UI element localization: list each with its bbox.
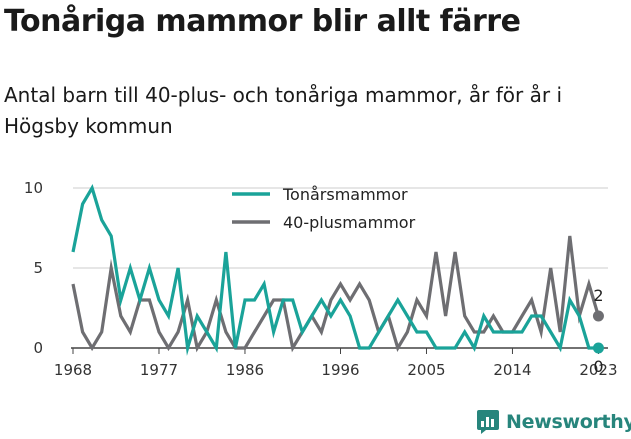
y-tick-label: 10 [24, 179, 43, 197]
legend: Tonårsmammor 40-plusmammor [232, 185, 416, 232]
x-tick-label: 2023 [579, 361, 617, 379]
end-value-label: 0 [593, 357, 603, 376]
grid [73, 187, 608, 269]
x-tick-label: 2005 [407, 361, 445, 379]
newsworthy-logo: Newsworthy [476, 407, 631, 437]
series-lines [71, 184, 600, 356]
x-tick-label: 1977 [140, 361, 178, 379]
y-tick-label: 0 [33, 339, 43, 357]
newsworthy-logo-icon [477, 410, 499, 434]
series-line-tonårsmammor [71, 184, 599, 356]
chart-subtitle: Antal barn till 40-plus- och tonåriga ma… [4, 83, 563, 138]
x-tick-label: 2014 [493, 361, 531, 379]
legend-label: 40-plusmammor [283, 213, 416, 232]
x-axis-ticks: 1968 1977 1986 1996 2005 2014 2023 [54, 348, 618, 379]
end-value-label: 2 [593, 286, 603, 305]
x-tick-label: 1968 [54, 361, 92, 379]
end-labels: 02 [592, 286, 604, 376]
legend-label: Tonårsmammor [282, 185, 408, 204]
y-tick-label: 5 [33, 259, 43, 277]
y-axis-ticks: 0 5 10 [24, 179, 43, 357]
end-point-40-plusmammor [592, 310, 604, 322]
brand-name: Newsworthy [506, 411, 631, 433]
x-tick-label: 1986 [226, 361, 264, 379]
end-point-tonårsmammor [592, 342, 604, 354]
chart-title: Tonåriga mammor blir allt färre [4, 4, 521, 39]
x-tick-label: 1996 [321, 361, 359, 379]
